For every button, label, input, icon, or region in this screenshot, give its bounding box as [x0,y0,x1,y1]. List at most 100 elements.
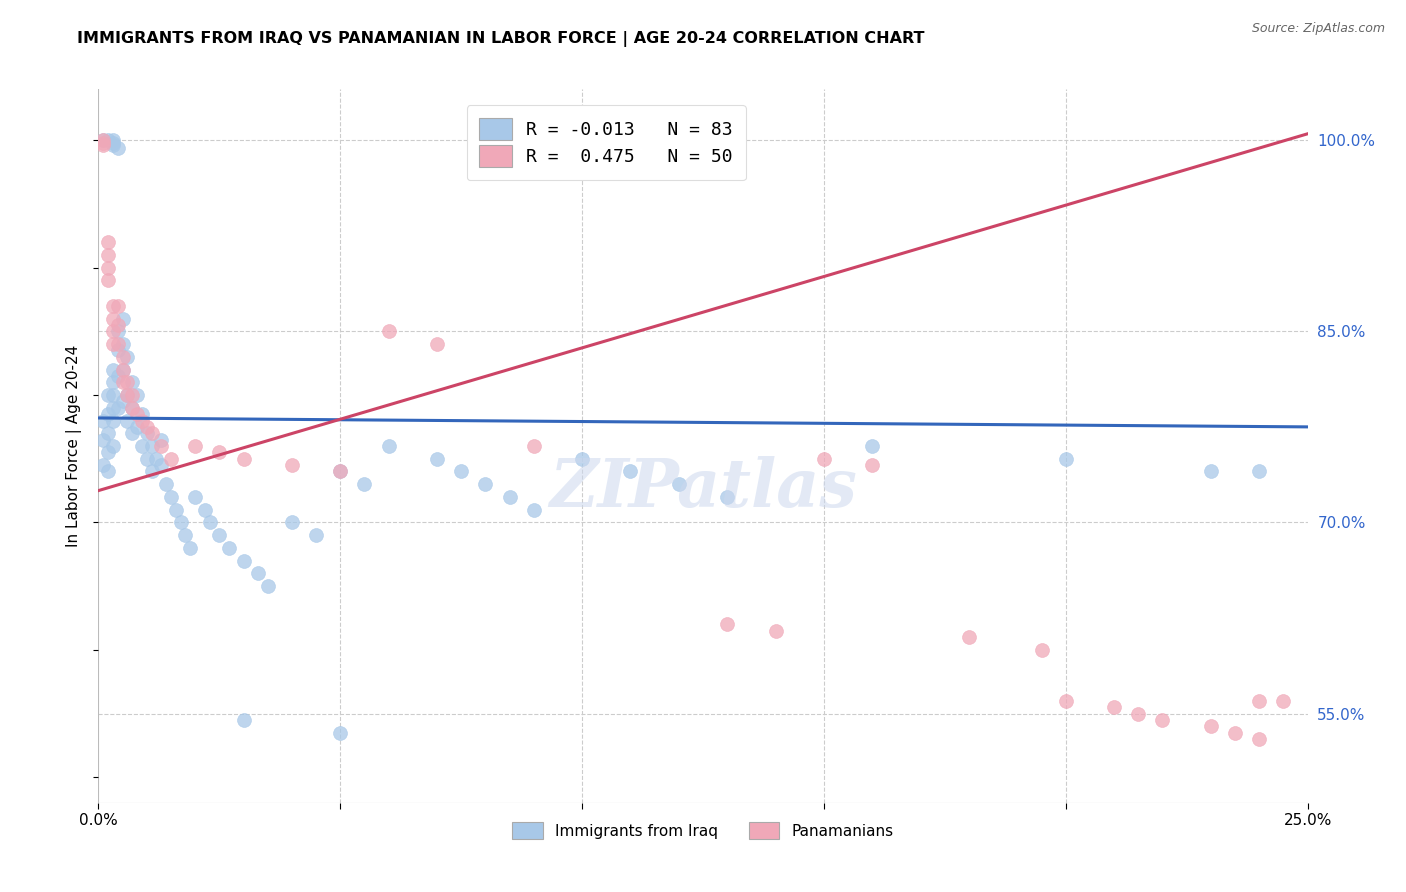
Point [127,407,149,421]
Point [101,439,124,453]
Point [101,133,124,147]
Point [474,477,496,491]
Point [117,376,139,390]
Point [377,439,399,453]
Point [141,439,163,453]
Point [165,502,187,516]
Point [329,465,352,479]
Point [150,458,173,472]
Point [716,490,738,504]
Point [1249,465,1271,479]
Point [141,465,163,479]
Point [957,630,980,644]
Point [813,451,835,466]
Point [141,426,163,441]
Point [150,439,173,453]
Point [1031,643,1053,657]
Point [101,388,124,402]
Point [232,451,254,466]
Point [107,401,129,415]
Point [426,451,449,466]
Point [426,337,449,351]
Point [107,141,129,155]
Point [101,413,124,427]
Point [111,394,134,409]
Point [91,458,114,472]
Point [329,725,352,739]
Point [1223,725,1246,739]
Point [1249,694,1271,708]
Point [97,445,120,459]
Point [281,516,304,530]
Point [121,388,143,402]
Point [107,299,129,313]
Point [97,388,120,402]
Point [107,368,129,383]
Point [107,318,129,332]
Point [131,413,153,427]
Point [208,528,231,542]
Point [1054,451,1077,466]
Point [121,401,143,415]
Point [101,337,124,351]
Text: ZIPatlas: ZIPatlas [550,457,856,521]
Point [97,273,120,287]
Point [256,579,278,593]
Point [131,439,153,453]
Point [232,554,254,568]
Point [97,426,120,441]
Point [101,362,124,376]
Point [184,490,207,504]
Point [174,528,197,542]
Point [107,343,129,358]
Point [523,502,546,516]
Point [194,502,217,516]
Point [97,133,120,147]
Point [218,541,240,555]
Point [117,388,139,402]
Point [91,138,114,153]
Point [117,388,139,402]
Point [101,138,124,153]
Point [160,490,183,504]
Legend: Immigrants from Iraq, Panamanians: Immigrants from Iraq, Panamanians [506,816,900,845]
Point [97,407,120,421]
Point [97,465,120,479]
Point [1054,694,1077,708]
Point [1128,706,1150,721]
Point [111,376,134,390]
Point [523,439,546,453]
Point [1199,465,1222,479]
Point [131,407,153,421]
Point [1249,732,1271,747]
Point [101,401,124,415]
Point [111,350,134,364]
Point [127,420,149,434]
Point [97,260,120,275]
Point [111,311,134,326]
Point [571,451,593,466]
Point [208,445,231,459]
Point [619,465,641,479]
Point [1102,700,1125,714]
Point [247,566,270,581]
Point [101,299,124,313]
Point [184,439,207,453]
Point [117,413,139,427]
Point [97,248,120,262]
Point [101,376,124,390]
Point [91,133,114,147]
Point [1199,719,1222,733]
Point [145,451,167,466]
Point [111,362,134,376]
Point [101,136,124,150]
Point [91,136,114,150]
Point [135,420,157,434]
Point [107,337,129,351]
Point [107,324,129,338]
Point [117,350,139,364]
Point [121,426,143,441]
Point [860,458,883,472]
Point [121,376,143,390]
Point [135,451,157,466]
